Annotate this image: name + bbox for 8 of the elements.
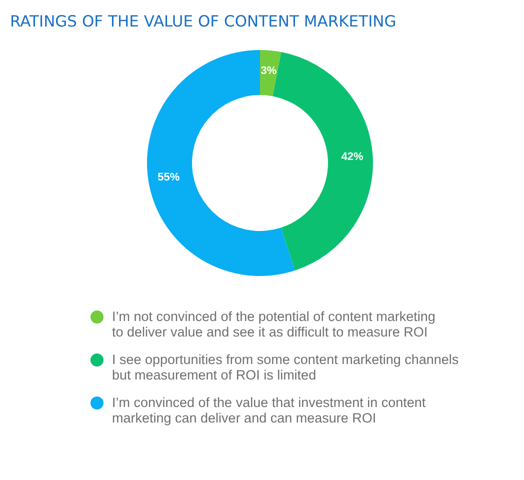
data-label: 42% [341, 151, 364, 164]
data-label: 3% [260, 64, 277, 77]
legend-label: I’m convinced of the value that investment in content marketing can deliver and can measure ROI [112, 395, 426, 426]
donut-slice [147, 50, 295, 276]
data-label: 55% [158, 171, 180, 184]
legend-label: I see opportunities from some content marketing channels but measurement of ROI is limited [112, 352, 459, 382]
legend-label: I’m not convinced of the potential of content marketing to deliver value and see it as difficult to measure ROI [112, 309, 436, 340]
chart-title: RATINGS OF THE VALUE OF CONTENT MARKETING [10, 12, 396, 30]
